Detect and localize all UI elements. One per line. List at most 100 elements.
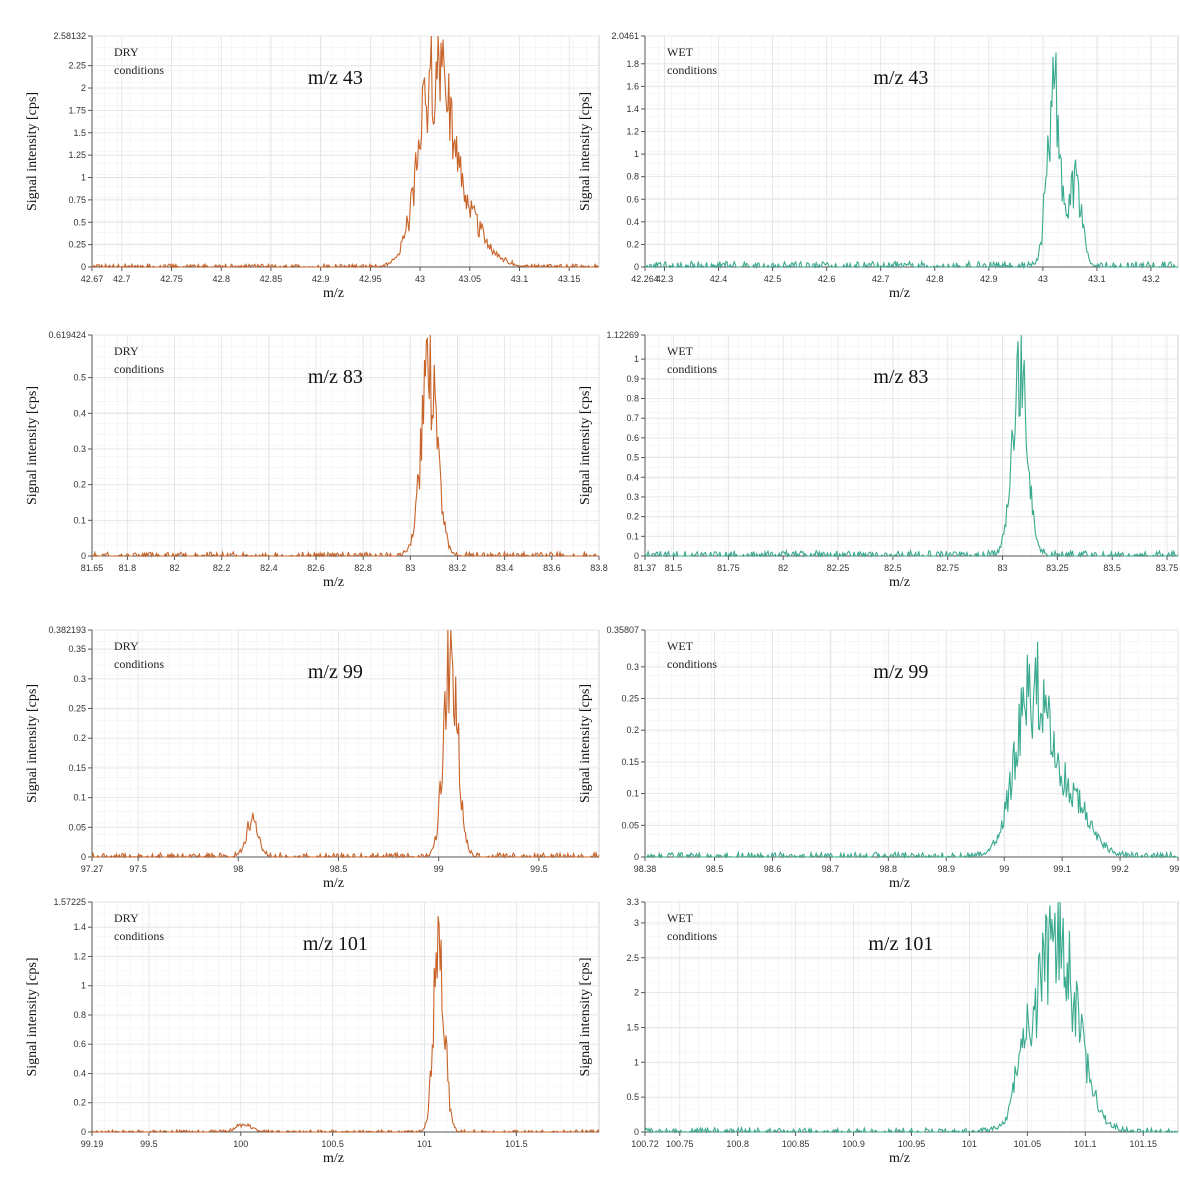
y-tick-label: 0.4 [626,217,639,227]
y-tick-label: 0.4 [626,472,639,482]
y-tick-label: 0.3 [73,444,86,454]
x-tick-label: 83 [998,563,1008,573]
x-axis-label: m/z [889,575,910,590]
y-tick-label: 0.2 [73,733,86,743]
y-tick-label: 0.25 [621,694,639,704]
y-tick-label: 0.5 [626,1092,639,1102]
spectrum-series-line [644,641,1178,860]
x-tick-label: 43 [1038,274,1048,284]
y-tick-label: 2.58132 [53,31,86,41]
y-tick-label: 0.3 [626,662,639,672]
y-tick-label: 1.75 [68,105,86,115]
x-tick-label: 42.5 [764,274,782,284]
y-tick-label: 0.75 [68,195,86,205]
x-tick-label: 83.8 [590,563,608,573]
y-tick-label: 0.4 [73,1068,86,1078]
mz-annotation: m/z 99 [308,661,363,683]
y-tick-label: 0.3 [626,492,639,502]
y-tick-label: 2 [634,988,639,998]
mz-annotation: m/z 43 [308,67,363,89]
x-tick-label: 101 [417,1139,432,1149]
condition-label-sub: conditions [667,929,717,943]
condition-label: WET [667,639,694,653]
x-tick-label: 99.5 [530,864,548,874]
y-tick-label: 0.2 [73,1098,86,1108]
y-tick-label: 0.5 [73,217,86,227]
y-tick-label: 0.1 [626,789,639,799]
y-tick-label: 0.05 [68,822,86,832]
mz-annotation: m/z 43 [873,67,928,89]
y-axis-label: Signal intensity [cps] [578,684,593,803]
x-tick-label: 42.85 [260,274,283,284]
x-tick-label: 42.4 [710,274,728,284]
y-tick-label: 0.35807 [606,625,639,635]
x-tick-label: 42.75 [160,274,183,284]
x-tick-label: 98.7 [822,864,840,874]
chart-panel-8: 0 0.5 1 1.5 2 2.5 3 3.3 100.72 100.75 100.8 100.85 1… [578,897,1179,1166]
x-axis-label: m/z [889,286,910,301]
x-tick-label: 83.6 [543,563,561,573]
y-tick-label: 0 [634,852,639,862]
condition-label: DRY [114,911,139,925]
x-tick-label: 82.5 [884,563,902,573]
x-tick-label: 82 [778,563,788,573]
y-tick-label: 0.619424 [48,330,86,340]
x-tick-label: 100.9 [842,1139,865,1149]
y-tick-label: 0.2 [626,512,639,522]
y-tick-label: 3.3 [626,897,639,907]
y-tick-label: 0.8 [626,394,639,404]
x-tick-label: 42.8 [926,274,944,284]
y-tick-label: 0.6 [626,433,639,443]
y-tick-label: 0.1 [73,793,86,803]
y-tick-label: 2.0461 [611,31,639,41]
x-tick-label: 97.27 [81,864,104,874]
x-tick-label: 82.25 [827,563,850,573]
y-tick-label: 0.6 [73,1039,86,1049]
chart-panel-2: 00.20.40.60.811.21.41.61.82.046142.26442… [578,31,1179,301]
condition-label-sub: conditions [667,63,717,77]
y-tick-label: 2 [81,83,86,93]
x-tick-label: 81.8 [119,563,137,573]
chart-panel-6: 0 0.05 0.1 0.15 0.2 0.25 0.3 0.35807 98.38 98.5 98… [578,625,1180,891]
x-tick-label: 97.5 [129,864,147,874]
y-tick-label: 0.382193 [48,625,86,635]
x-tick-label: 43.1 [1088,274,1106,284]
x-tick-label: 99.5 [140,1139,158,1149]
x-tick-label: 100 [233,1139,248,1149]
y-tick-label: 0.1 [626,531,639,541]
x-tick-label: 98.5 [706,864,724,874]
chart-panel-7: 0 0.2 0.4 0.6 0.8 1 1.2 1.4 1.57225 99.19 99.5 100 1… [25,897,600,1166]
y-tick-label: 0 [81,262,86,272]
x-tick-label: 83 [405,563,415,573]
y-axis-label: Signal intensity [cps] [25,92,40,211]
x-tick-label: 42.9 [980,274,998,284]
x-tick-label: 100.5 [321,1139,344,1149]
x-tick-label: 42.7 [872,274,890,284]
x-axis-label: m/z [323,876,344,891]
y-axis-label: Signal intensity [cps] [578,958,593,1077]
x-tick-label: 43.05 [458,274,481,284]
x-tick-label: 82.2 [213,563,231,573]
y-tick-label: 0.2 [626,725,639,735]
y-tick-label: 0 [634,262,639,272]
x-tick-label: 43.15 [558,274,581,284]
y-tick-label: 0.2 [626,239,639,249]
x-tick-label: 82 [170,563,180,573]
x-tick-label: 81.5 [665,563,683,573]
chart-panel-4: 0 0.1 0.2 0.3 0.4 0.5 0.6 0.7 0.8 0.9 1 1.12269 81.3… [578,330,1179,590]
spectrum-series-line [644,334,1179,559]
y-axis-label: Signal intensity [cps] [578,386,593,505]
y-tick-label: 1.8 [626,59,639,69]
y-tick-label: 0.8 [626,172,639,182]
spectrum-series-line [91,629,600,860]
x-tick-label: 42.9 [312,274,330,284]
x-tick-label: 101.5 [505,1139,528,1149]
x-axis-label: m/z [323,575,344,590]
x-axis-label: m/z [323,286,344,301]
x-tick-label: 82.4 [260,563,278,573]
y-tick-label: 1 [81,173,86,183]
y-tick-label: 1.6 [626,81,639,91]
x-tick-label: 100.8 [726,1139,749,1149]
x-tick-label: 101.15 [1129,1139,1157,1149]
